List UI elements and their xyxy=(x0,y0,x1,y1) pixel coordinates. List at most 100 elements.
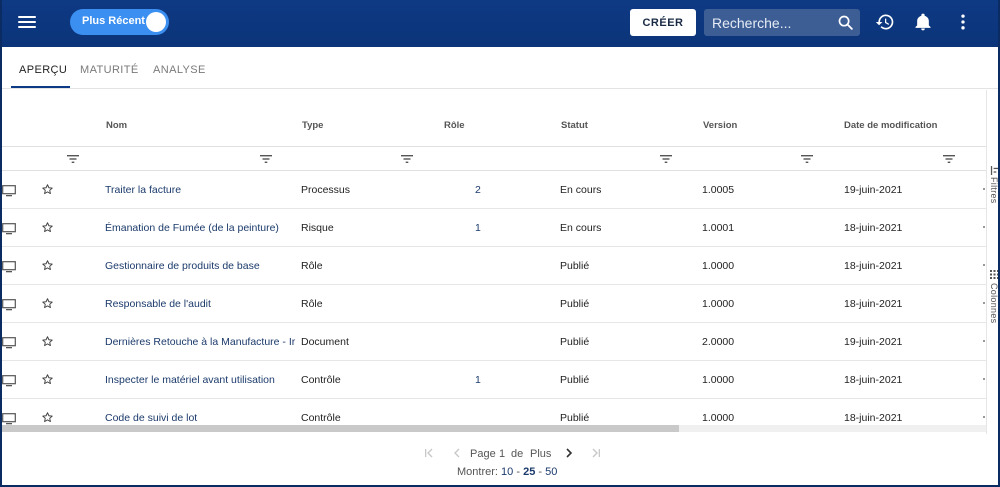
cell-statut: Publié xyxy=(560,336,590,348)
cell-name[interactable]: Dernières Retouche à la Manufacture - Ir xyxy=(105,336,296,348)
top-app-bar: Plus Récent CRÉER xyxy=(2,0,998,47)
page-word: Page xyxy=(470,448,496,460)
filter-icon[interactable] xyxy=(67,154,79,164)
side-tool-panel: Filtres Colonnes xyxy=(986,90,999,434)
cell-role[interactable]: 2 xyxy=(475,184,481,196)
monitor-icon[interactable] xyxy=(2,374,16,387)
overflow-marker xyxy=(983,264,985,266)
table-row[interactable]: Gestionnaire de produits de base Rôle Publ… xyxy=(2,247,986,285)
star-outline-icon[interactable] xyxy=(41,373,54,386)
monitor-icon[interactable] xyxy=(2,184,16,197)
cell-type: Contrôle xyxy=(301,412,341,424)
page-size-50[interactable]: 50 xyxy=(545,466,558,478)
bell-icon[interactable] xyxy=(913,12,933,32)
cell-date: 18-juin-2021 xyxy=(844,374,903,386)
cell-date: 18-juin-2021 xyxy=(844,298,903,310)
cell-name[interactable]: Traiter la facture xyxy=(105,184,182,196)
recent-toggle[interactable]: Plus Récent xyxy=(70,9,169,35)
cell-name[interactable]: Responsable de l'audit xyxy=(105,298,211,310)
size-separator: - xyxy=(516,466,521,478)
overflow-marker xyxy=(983,226,985,228)
of-word: de xyxy=(511,448,524,460)
columns-panel-label: Colonnes xyxy=(989,283,999,324)
cell-version: 1.0005 xyxy=(702,184,735,196)
column-filter-row xyxy=(2,146,986,171)
column-header-role[interactable]: Rôle xyxy=(444,120,465,131)
page-size-selector: Montrer: 10 - 25 - 50 xyxy=(457,466,557,478)
cell-version: 1.0000 xyxy=(702,260,735,272)
cell-type: Risque xyxy=(301,222,334,234)
cell-version: 1.0000 xyxy=(702,412,735,424)
tab-analyse[interactable]: ANALYSE xyxy=(153,64,206,76)
total-pages: Plus xyxy=(530,448,552,460)
history-icon[interactable] xyxy=(875,12,895,32)
cell-statut: Publié xyxy=(560,260,590,272)
filter-icon[interactable] xyxy=(260,154,272,164)
prev-page-icon[interactable] xyxy=(451,447,463,459)
filter-icon[interactable] xyxy=(801,154,813,164)
more-vert-icon[interactable] xyxy=(953,12,973,32)
tab-maturite[interactable]: MATURITÉ xyxy=(80,64,139,76)
filters-panel-tab[interactable]: Filtres xyxy=(987,164,999,214)
search-icon[interactable] xyxy=(837,14,854,31)
filters-panel-label: Filtres xyxy=(989,177,999,204)
page-size-10[interactable]: 10 xyxy=(501,466,514,478)
cell-name[interactable]: Inspecter le matériel avant utilisation xyxy=(105,374,275,386)
columns-panel-tab[interactable]: Colonnes xyxy=(987,268,999,330)
create-button[interactable]: CRÉER xyxy=(630,9,696,36)
column-header-type[interactable]: Type xyxy=(302,120,324,131)
column-header-statut[interactable]: Statut xyxy=(561,120,588,131)
filter-icon[interactable] xyxy=(943,154,955,164)
cell-statut: Publié xyxy=(560,298,590,310)
table-row[interactable]: Responsable de l'audit Rôle Publié 1.0000 18… xyxy=(2,285,986,323)
monitor-icon[interactable] xyxy=(2,298,16,311)
cell-role[interactable]: 1 xyxy=(475,374,481,386)
column-header-version[interactable]: Version xyxy=(703,120,738,131)
column-header-nom[interactable]: Nom xyxy=(106,120,128,131)
overflow-marker xyxy=(983,302,985,304)
table-row[interactable]: Code de suivi de lot Contrôle Publié 1.0000… xyxy=(2,399,986,434)
star-outline-icon[interactable] xyxy=(41,221,54,234)
star-outline-icon[interactable] xyxy=(41,259,54,272)
table-row[interactable]: Traiter la facture Processus 2 En cours 1.00… xyxy=(2,171,986,209)
cell-date: 19-juin-2021 xyxy=(844,336,903,348)
cell-statut: Publié xyxy=(560,374,590,386)
monitor-icon[interactable] xyxy=(2,222,16,235)
monitor-icon[interactable] xyxy=(2,260,16,273)
filter-icon[interactable] xyxy=(660,154,672,164)
tab-apercu[interactable]: APERÇU xyxy=(19,64,68,76)
cell-date: 19-juin-2021 xyxy=(844,184,903,196)
horizontal-scrollbar[interactable] xyxy=(2,425,986,432)
tab-bar: APERÇU MATURITÉ ANALYSE xyxy=(2,47,998,89)
page-size-25[interactable]: 25 xyxy=(523,466,536,478)
star-outline-icon[interactable] xyxy=(41,335,54,348)
menu-icon[interactable] xyxy=(18,14,36,32)
table-row[interactable]: Dernières Retouche à la Manufacture - Ir… xyxy=(2,323,986,361)
active-tab-indicator xyxy=(11,86,70,88)
show-label: Montrer: xyxy=(457,466,498,478)
next-page-icon[interactable] xyxy=(563,447,575,459)
filter-icon[interactable] xyxy=(401,154,413,164)
cell-name[interactable]: Émanation de Fumée (de la peinture) xyxy=(105,222,279,234)
search-input[interactable] xyxy=(712,13,832,32)
cell-role[interactable]: 1 xyxy=(475,222,481,234)
cell-date: 18-juin-2021 xyxy=(844,412,903,424)
monitor-icon[interactable] xyxy=(2,336,16,349)
cell-name[interactable]: Code de suivi de lot xyxy=(105,412,198,424)
table-row[interactable]: Inspecter le matériel avant utilisation C… xyxy=(2,361,986,399)
first-page-icon[interactable] xyxy=(423,447,435,459)
last-page-icon[interactable] xyxy=(590,447,602,459)
cell-statut: En cours xyxy=(560,222,602,234)
cell-type: Processus xyxy=(301,184,351,196)
table-row[interactable]: Émanation de Fumée (de la peinture) Risqu… xyxy=(2,209,986,247)
star-outline-icon[interactable] xyxy=(41,297,54,310)
star-outline-icon[interactable] xyxy=(41,411,54,424)
scrollbar-thumb[interactable] xyxy=(2,425,679,432)
cell-date: 18-juin-2021 xyxy=(844,260,903,272)
star-outline-icon[interactable] xyxy=(41,183,54,196)
monitor-icon[interactable] xyxy=(2,412,16,425)
toggle-knob xyxy=(146,12,166,32)
column-header-date[interactable]: Date de modification xyxy=(844,120,938,131)
cell-version: 2.0000 xyxy=(702,336,735,348)
cell-name[interactable]: Gestionnaire de produits de base xyxy=(105,260,260,272)
